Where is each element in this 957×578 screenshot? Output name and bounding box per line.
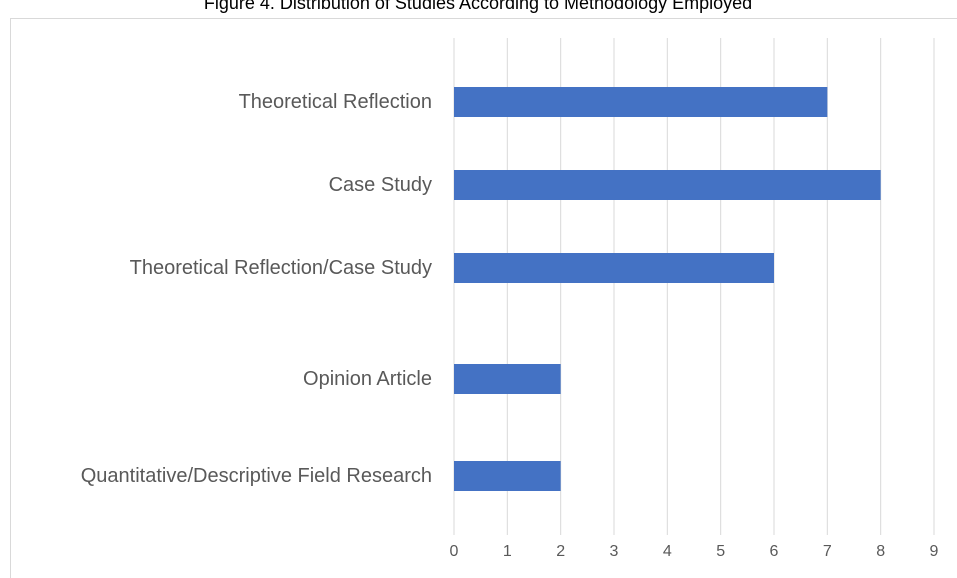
- x-tick-label: 7: [823, 543, 832, 560]
- x-tick-label: 4: [663, 543, 672, 560]
- bar: [454, 461, 561, 491]
- x-tick-label: 2: [556, 543, 565, 560]
- x-tick-label: 9: [930, 543, 939, 560]
- y-tick-label: Opinion Article: [303, 368, 432, 390]
- x-tick-label: 0: [450, 543, 459, 560]
- x-tick-label: 6: [770, 543, 779, 560]
- bar: [454, 170, 881, 200]
- y-tick-label: Case Study: [328, 174, 432, 196]
- chart-title: Figure 4. Distribution of Studies Accord…: [204, 0, 752, 13]
- bar: [454, 87, 828, 117]
- x-tick-label: 5: [716, 543, 725, 560]
- y-tick-label: Quantitative/Descriptive Field Research: [80, 465, 432, 487]
- y-tick-label: Theoretical Reflection: [238, 91, 432, 113]
- bar: [454, 364, 561, 394]
- chart-frame: [10, 18, 957, 578]
- x-tick-label: 1: [503, 543, 512, 560]
- x-tick-label: 3: [610, 543, 619, 560]
- x-tick-label: 8: [876, 543, 885, 560]
- bar: [454, 253, 774, 283]
- y-tick-label: Theoretical Reflection/Case Study: [129, 257, 432, 279]
